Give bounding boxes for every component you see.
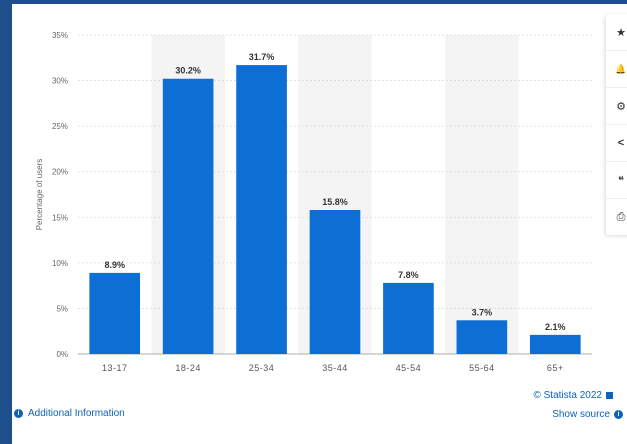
y-tick-label: 30% — [52, 77, 68, 86]
bar-value-label: 15.8% — [322, 197, 348, 207]
y-tick-label: 35% — [52, 31, 68, 40]
bar-35-44[interactable] — [309, 209, 361, 354]
y-tick-label: 10% — [52, 259, 68, 268]
bar-value-label: 3.7% — [472, 307, 493, 317]
additional-information-label: Additional Information — [28, 408, 125, 419]
notification-bell-icon[interactable]: 🔔 — [606, 51, 627, 88]
copyright-text: © Statista 2022 — [533, 390, 602, 401]
y-tick-label: 15% — [52, 213, 68, 222]
info-icon: i — [14, 409, 23, 418]
x-tick-label: 25-34 — [249, 363, 275, 373]
x-tick-label: 13-17 — [102, 363, 128, 373]
x-tick-label: 18-24 — [175, 363, 201, 373]
additional-information-link[interactable]: i Additional Information — [14, 408, 125, 419]
bar-chart: 0% 5% 10% 15% 20% 25% 30% 35% Percentage of user… — [35, 31, 592, 373]
bar-45-54[interactable] — [383, 282, 434, 354]
y-tick-label: 5% — [56, 304, 68, 313]
bar-value-label: 7.8% — [398, 270, 419, 280]
bar-value-label: 31.7% — [249, 52, 275, 62]
chart-card: 0% 5% 10% 15% 20% 25% 30% 35% Percentage of user… — [12, 4, 627, 444]
flag-icon[interactable] — [606, 392, 613, 399]
x-tick-label: 35-44 — [322, 363, 348, 373]
y-axis-label: Percentage of users — [35, 159, 44, 231]
x-tick-label: 65+ — [547, 363, 564, 373]
show-source-label: Show source — [552, 409, 610, 420]
favorite-star-icon[interactable]: ★ — [606, 14, 627, 51]
bar-value-label: 8.9% — [104, 260, 125, 270]
print-icon[interactable]: ⎙ — [616, 210, 626, 223]
background-band — [445, 35, 519, 354]
y-tick-label: 25% — [52, 122, 68, 131]
info-icon: i — [614, 410, 623, 419]
bar-value-label: 30.2% — [175, 66, 201, 76]
bar-13-17[interactable] — [89, 272, 141, 354]
bar-25-34[interactable] — [236, 65, 287, 354]
copyright-notice: © Statista 2022 — [533, 390, 613, 401]
bar-18-24[interactable] — [162, 78, 214, 355]
chart-toolbar: ★ 🔔 ⚙ < ❝ ⎙ — [606, 14, 627, 235]
x-tick-label: 55-64 — [469, 363, 495, 373]
show-source-link[interactable]: Show source i — [552, 409, 623, 420]
bar-55-64[interactable] — [456, 320, 508, 354]
settings-gear-icon[interactable]: ⚙ — [606, 88, 627, 125]
bar-65+[interactable] — [529, 334, 581, 354]
y-tick-label: 20% — [52, 168, 68, 177]
bar-value-label: 2.1% — [545, 322, 566, 332]
cite-quote-icon[interactable]: ❝ — [606, 162, 627, 199]
share-icon[interactable]: < — [606, 125, 627, 162]
y-tick-label: 0% — [56, 350, 68, 359]
x-tick-label: 45-54 — [396, 363, 422, 373]
